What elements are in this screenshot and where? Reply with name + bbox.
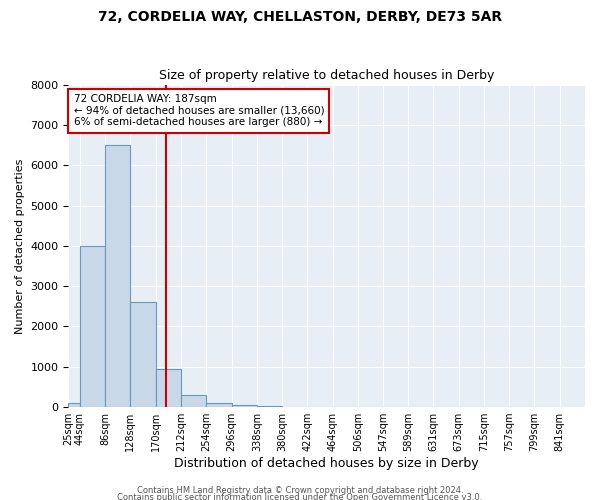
Text: Contains public sector information licensed under the Open Government Licence v3: Contains public sector information licen… [118,494,482,500]
X-axis label: Distribution of detached houses by size in Derby: Distribution of detached houses by size … [175,457,479,470]
Text: 72, CORDELIA WAY, CHELLASTON, DERBY, DE73 5AR: 72, CORDELIA WAY, CHELLASTON, DERBY, DE7… [98,10,502,24]
Title: Size of property relative to detached houses in Derby: Size of property relative to detached ho… [159,69,494,82]
Y-axis label: Number of detached properties: Number of detached properties [15,158,25,334]
Bar [181,395,206,407]
Text: Contains HM Land Registry data © Crown copyright and database right 2024.: Contains HM Land Registry data © Crown c… [137,486,463,495]
Text: 72 CORDELIA WAY: 187sqm
← 94% of detached houses are smaller (13,660)
6% of semi: 72 CORDELIA WAY: 187sqm ← 94% of detache… [74,94,324,128]
Bar [80,246,105,407]
Bar [68,403,80,407]
Bar [105,145,130,407]
Bar [130,302,156,407]
Bar [206,403,232,407]
Bar [156,369,181,407]
Bar [257,406,282,407]
Bar [232,405,257,407]
